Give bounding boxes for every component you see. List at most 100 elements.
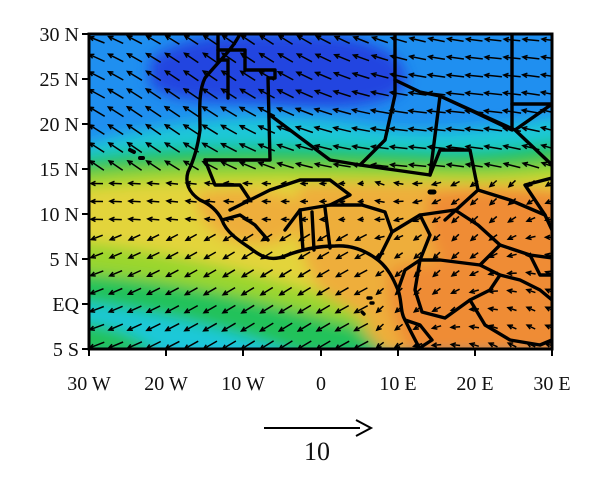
wind-vector (522, 144, 540, 151)
wind-vector (258, 143, 276, 152)
wind-vector (446, 92, 465, 96)
wind-vector-head (182, 70, 190, 76)
wind-vector-head (220, 52, 228, 58)
wind-vector (371, 73, 389, 79)
wind-vector-head (163, 70, 171, 76)
wind-vector (222, 34, 237, 46)
wind-vector (465, 127, 484, 132)
wind-vector (447, 163, 464, 168)
wind-vector-head (202, 326, 209, 332)
wind-vector-head (430, 180, 438, 187)
wind-vector (202, 70, 218, 82)
wind-vector-head (165, 235, 173, 242)
wind-vector-head (449, 342, 457, 348)
wind-vector (277, 144, 295, 152)
wind-vector-head (540, 161, 548, 167)
wind-vector (335, 287, 349, 296)
wind-vector-head (351, 162, 358, 168)
wind-vector (390, 163, 408, 168)
wind-vector-head (295, 89, 302, 95)
wind-vector-head (502, 54, 509, 61)
wind-vector-head (127, 198, 134, 205)
wind-vector-head (334, 290, 342, 296)
wind-vector (203, 322, 218, 332)
wind-vector-head (240, 290, 248, 296)
wind-vector-head (389, 54, 396, 60)
wind-vector-head (277, 308, 285, 314)
wind-vector-head (315, 326, 323, 332)
field-south-cyan (89, 302, 284, 349)
wind-vector (165, 160, 180, 171)
wind-vector (522, 127, 540, 133)
wind-vector-head (239, 70, 246, 76)
wind-vector (183, 124, 200, 136)
wind-vector-head (126, 70, 133, 77)
wind-vector (204, 233, 216, 242)
wind-vector-head (165, 253, 172, 260)
wind-vector-head (525, 324, 533, 330)
wind-vector-head (369, 144, 377, 150)
wind-vector (409, 55, 427, 61)
wind-vector (428, 37, 445, 43)
wind-vector (260, 322, 274, 332)
wind-vector-head (126, 123, 133, 130)
wind-vector-head (351, 71, 359, 78)
wind-vector-head (356, 180, 364, 187)
wind-vector (334, 72, 351, 80)
wind-vector-head (521, 161, 529, 168)
wind-vector (89, 106, 106, 117)
wind-vector-head (544, 342, 551, 348)
wind-vector-head (108, 180, 115, 187)
wind-vector-head (482, 90, 490, 97)
wind-vector-head (314, 71, 321, 77)
wind-vector (298, 269, 311, 278)
wind-vector (334, 54, 351, 62)
wind-vector-head (464, 162, 472, 168)
wind-vector (296, 71, 313, 81)
wind-vector-head (426, 54, 434, 61)
wind-vector-head (544, 324, 551, 330)
wind-vector-head (468, 324, 476, 330)
wind-vector (333, 126, 352, 133)
wind-vector (239, 143, 257, 152)
wind-vector-head (276, 161, 283, 168)
wind-vector-head (488, 217, 495, 224)
wind-vector-head (220, 161, 227, 167)
wind-vector (447, 56, 464, 60)
wind-vector-head (222, 198, 230, 205)
wind-vector (484, 74, 502, 78)
wind-vector-head (201, 70, 209, 76)
wind-vector (279, 304, 293, 314)
wind-vector (241, 269, 255, 278)
field-deep-blue (150, 34, 406, 107)
wind-vector-head (544, 288, 551, 294)
wind-vector-head (257, 70, 265, 77)
wind-vector (89, 53, 105, 63)
wind-vector (466, 38, 483, 42)
wind-vector-head (354, 253, 361, 260)
wind-vector (314, 108, 333, 116)
wind-vector (240, 161, 256, 170)
wind-vector (314, 126, 333, 133)
wind-vector (277, 125, 295, 134)
wind-vector (297, 35, 312, 45)
wind-vector-head (277, 34, 284, 41)
wind-vector-head (202, 271, 210, 278)
wind-vector-head (413, 253, 420, 260)
wind-vector-head (369, 126, 377, 132)
wind-vector-head (351, 89, 358, 96)
wind-vector-head (333, 35, 341, 41)
wind-vector (107, 106, 124, 118)
wind-vector (242, 251, 254, 260)
wind-vector-head (257, 161, 265, 167)
wind-vector-head (313, 107, 321, 113)
wind-vector-head (502, 72, 509, 79)
wind-vector (221, 124, 238, 135)
wind-vector (186, 200, 197, 203)
wind-vector-head (259, 308, 266, 314)
wind-vector (466, 163, 483, 168)
wind-vector (108, 88, 124, 99)
wind-vector (147, 287, 161, 295)
wind-vector-head (240, 308, 247, 314)
wind-vector (333, 90, 351, 98)
